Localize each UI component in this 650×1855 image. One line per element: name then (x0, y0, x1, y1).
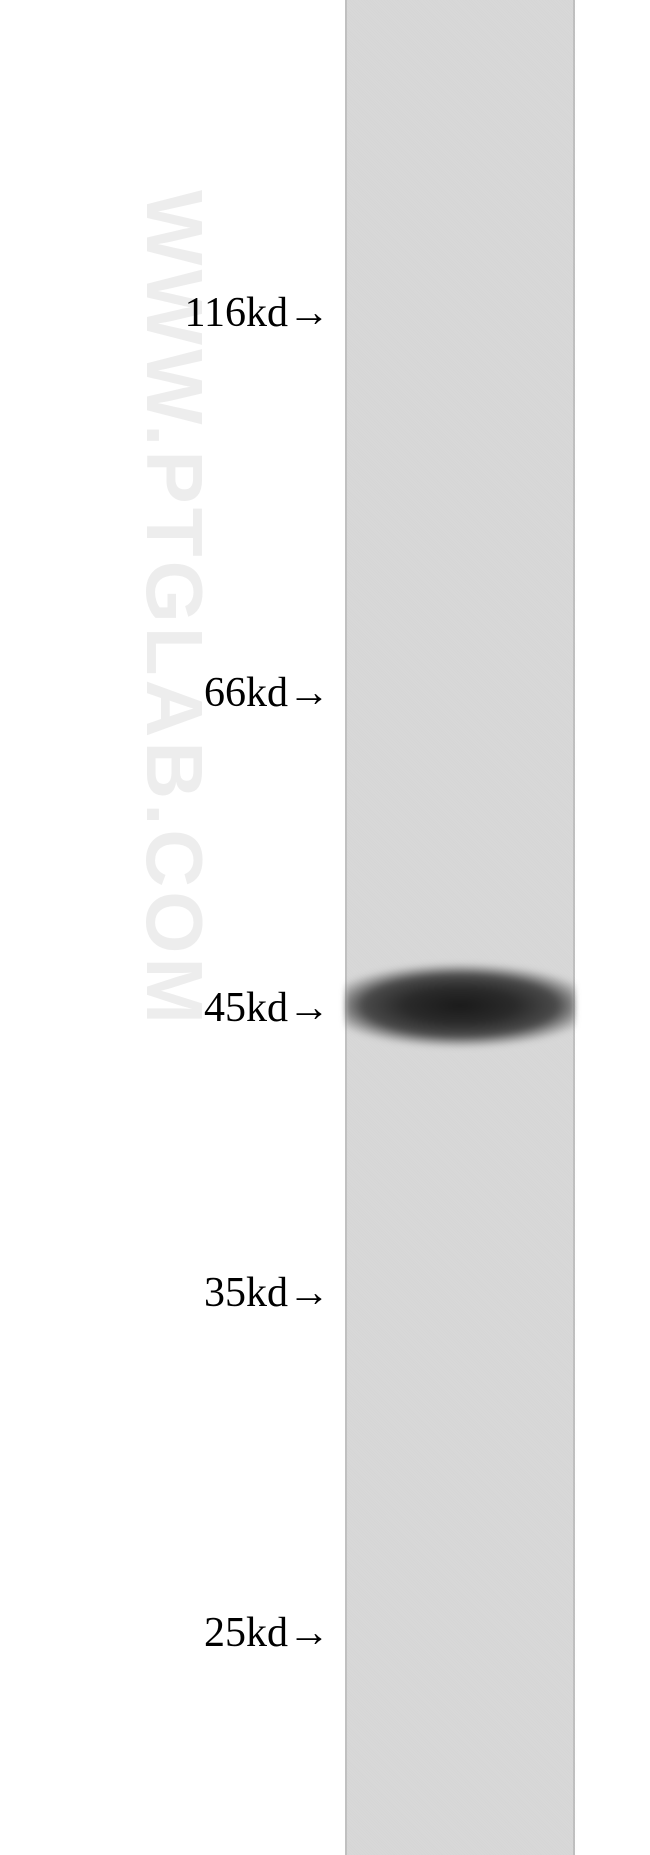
marker-25kd: 25kd→ (204, 1609, 330, 1657)
blot-lane (345, 0, 575, 1855)
western-blot-figure: WWW.PTGLAB.COM 116kd→ 66kd→ 45kd→ 35kd→ … (0, 0, 650, 1855)
marker-116kd: 116kd→ (185, 289, 330, 337)
marker-35kd: 35kd→ (204, 1269, 330, 1317)
protein-band-45kd (345, 958, 575, 1053)
lane-texture (347, 0, 577, 1855)
marker-66kd: 66kd→ (204, 669, 330, 717)
marker-45kd: 45kd→ (204, 984, 330, 1032)
